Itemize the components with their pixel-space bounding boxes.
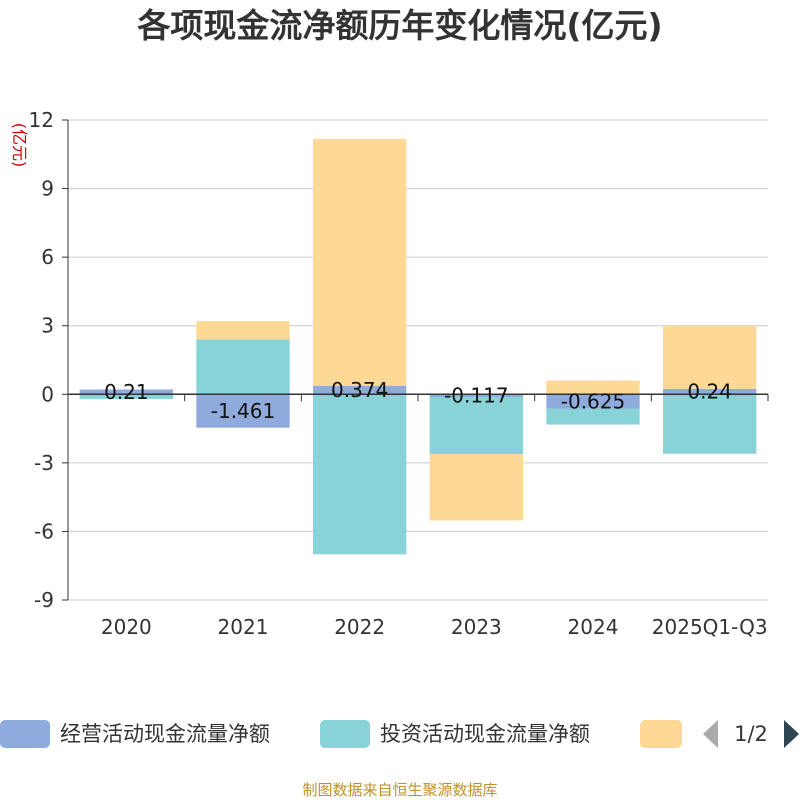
data-label: 0.24 — [687, 380, 732, 404]
bar-segment[interactable] — [663, 394, 757, 454]
x-tick-label: 2025Q1-Q3 — [652, 615, 768, 639]
bar-segment[interactable] — [663, 388, 757, 395]
bar-segment[interactable] — [546, 408, 640, 425]
data-label: -0.625 — [561, 389, 625, 413]
legend-label-operating: 经营活动现金流量净额 — [60, 722, 270, 746]
axes: 12 9 6 3 0 -3 -6 -9 2020 2021 2022 2023 2024 2025Q1-Q… — [29, 108, 769, 639]
y-tick-label: 9 — [41, 177, 54, 201]
data-source-footer: 制图数据来自恒生聚源数据库 — [302, 781, 497, 799]
x-tick-label: 2020 — [101, 615, 152, 639]
bar-segment[interactable] — [313, 385, 407, 395]
x-tick-label: 2024 — [568, 615, 619, 639]
y-tick-label: 0 — [41, 382, 54, 406]
bar-segment[interactable] — [196, 394, 290, 428]
legend: 经营活动现金流量净额 投资活动现金流量净额 1/2 — [0, 720, 799, 748]
data-label: 0.374 — [331, 378, 388, 402]
bar-segment[interactable] — [196, 321, 290, 340]
triangle-left-icon[interactable] — [703, 720, 718, 748]
data-label: -0.117 — [444, 384, 508, 408]
data-label: 0.21 — [104, 380, 149, 404]
grid-lines — [68, 119, 768, 601]
legend-item-investing[interactable]: 投资活动现金流量净额 — [320, 720, 590, 748]
bar-segment[interactable] — [79, 394, 173, 399]
bar-segment[interactable] — [663, 325, 757, 389]
chart-title: 各项现金流净额历年变化情况(亿元) — [136, 6, 662, 45]
bar-segment[interactable] — [429, 454, 523, 521]
legend-page-indicator: 1/2 — [734, 722, 768, 746]
y-tick-label: -6 — [34, 519, 54, 543]
y-tick-label: -3 — [34, 451, 54, 475]
x-tick-label: 2022 — [334, 615, 385, 639]
legend-swatch-financing — [640, 720, 682, 748]
bar-segment[interactable] — [79, 389, 173, 395]
bar-segment[interactable] — [546, 380, 640, 395]
bar-segment[interactable] — [196, 339, 290, 395]
legend-swatch-operating — [0, 720, 50, 748]
y-tick-label: 3 — [41, 314, 54, 338]
legend-pager: 1/2 — [703, 720, 799, 748]
data-label: -1.461 — [211, 399, 275, 423]
legend-label-investing: 投资活动现金流量净额 — [380, 722, 590, 746]
bar-segment[interactable] — [429, 396, 523, 455]
legend-swatch-investing — [320, 720, 370, 748]
y-tick-label: 12 — [29, 108, 54, 132]
y-axis-unit-label: (亿元) — [10, 123, 29, 168]
bar-segment[interactable] — [546, 394, 640, 409]
legend-item-financing[interactable] — [640, 720, 682, 748]
bar-segment[interactable] — [313, 138, 407, 386]
x-tick-label: 2021 — [218, 615, 269, 639]
x-tick-label: 2023 — [451, 615, 502, 639]
legend-item-operating[interactable]: 经营活动现金流量净额 — [0, 720, 270, 748]
bar-segment[interactable] — [429, 394, 523, 397]
data-labels: 0.21 -1.461 0.374 -0.117 -0.625 0.24 — [104, 378, 732, 423]
bars — [79, 138, 757, 555]
y-tick-label: -9 — [34, 588, 54, 612]
y-tick-label: 6 — [41, 245, 54, 269]
triangle-right-icon[interactable] — [784, 720, 799, 748]
bar-segment[interactable] — [313, 394, 407, 555]
